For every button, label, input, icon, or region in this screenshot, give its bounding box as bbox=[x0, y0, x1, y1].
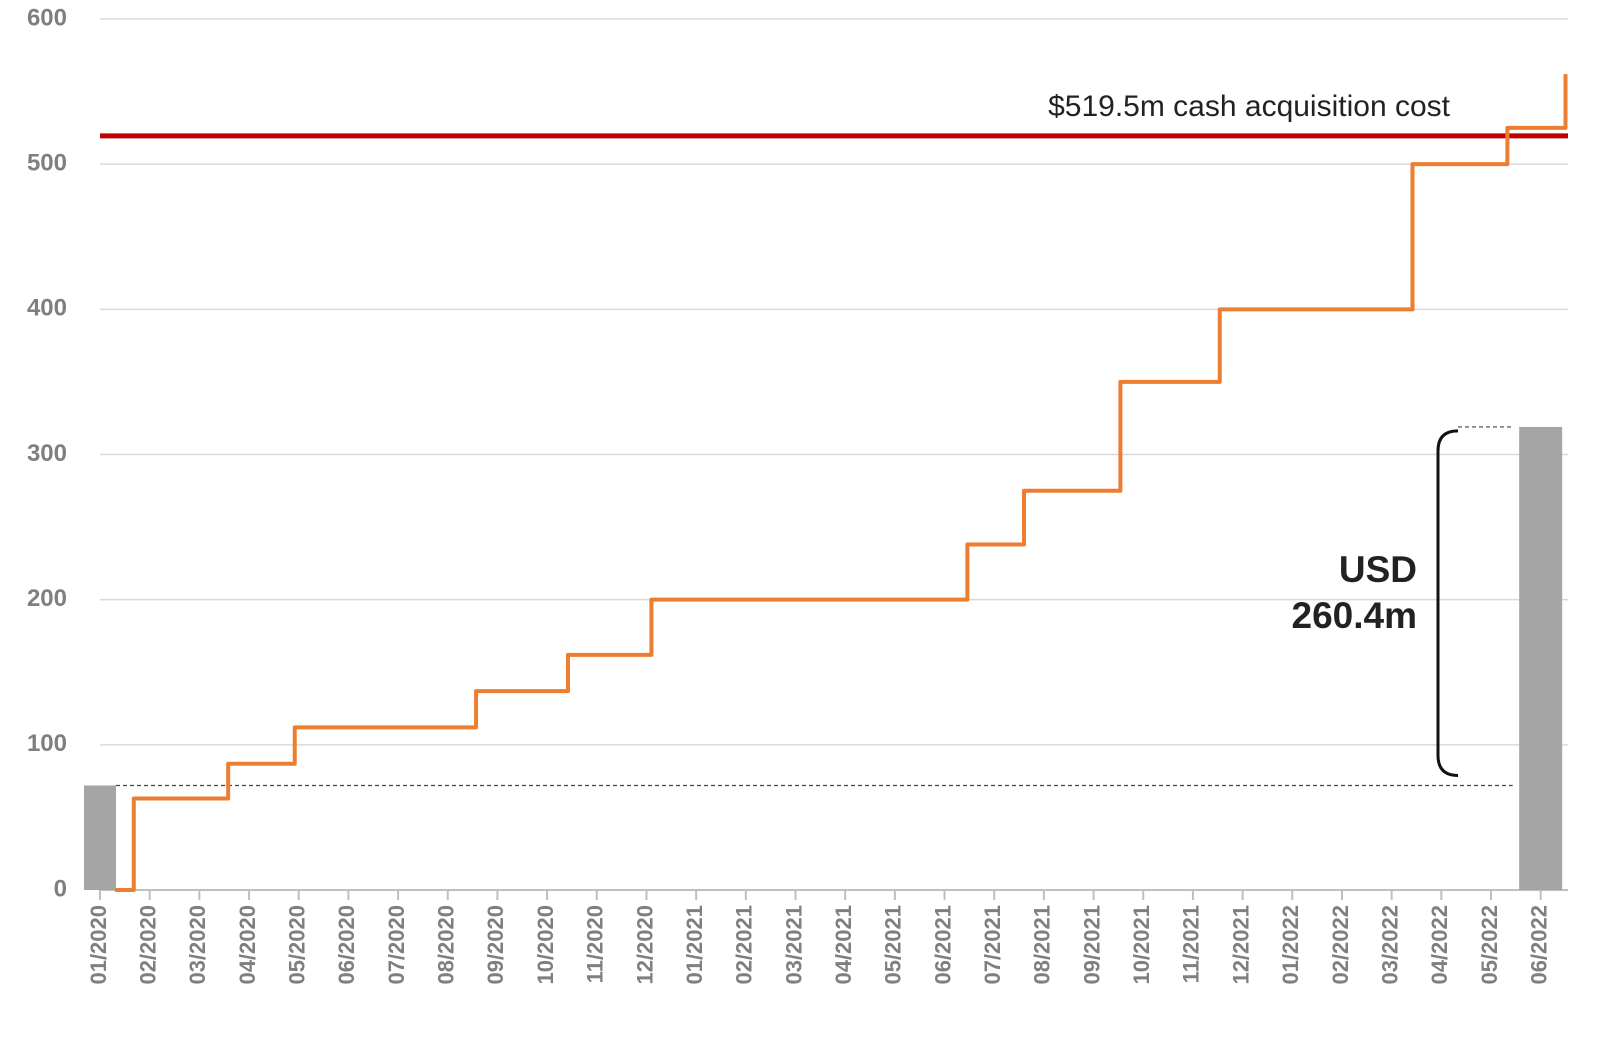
x-tick-label: 09/2021 bbox=[1079, 905, 1104, 985]
y-tick-label: 100 bbox=[27, 730, 67, 757]
y-tick-label: 600 bbox=[27, 4, 67, 31]
x-tick-label: 06/2022 bbox=[1526, 905, 1551, 985]
x-tick-label: 04/2022 bbox=[1427, 905, 1452, 985]
x-tick-label: 10/2021 bbox=[1129, 905, 1154, 985]
y-tick-label: 500 bbox=[27, 150, 67, 177]
x-tick-label: 04/2020 bbox=[235, 905, 260, 985]
x-tick-label: 02/2021 bbox=[732, 905, 757, 985]
x-tick-label: 05/2020 bbox=[285, 905, 310, 985]
x-tick-label: 10/2020 bbox=[533, 905, 558, 985]
annotation: USD bbox=[1339, 549, 1417, 590]
x-tick-label: 02/2020 bbox=[135, 905, 160, 985]
bar bbox=[1519, 426, 1563, 890]
x-tick-label: 11/2020 bbox=[583, 905, 608, 983]
x-tick-label: 03/2020 bbox=[185, 905, 210, 985]
y-tick-label: 400 bbox=[27, 295, 67, 322]
x-tick-label: 01/2021 bbox=[682, 905, 707, 985]
x-tick-label: 06/2021 bbox=[930, 905, 955, 985]
bar bbox=[84, 785, 116, 890]
x-tick-label: 01/2022 bbox=[1278, 905, 1303, 985]
x-tick-label: 01/2020 bbox=[86, 905, 111, 985]
y-tick-label: 200 bbox=[27, 585, 67, 612]
x-tick-label: 12/2021 bbox=[1228, 905, 1253, 985]
x-tick-label: 08/2020 bbox=[434, 905, 459, 985]
x-tick-label: 05/2022 bbox=[1477, 905, 1502, 985]
x-tick-label: 05/2021 bbox=[881, 905, 906, 985]
x-tick-label: 09/2020 bbox=[483, 905, 508, 985]
reference-label: $519.5m cash acquisition cost bbox=[1048, 90, 1451, 123]
y-tick-label: 300 bbox=[27, 440, 67, 467]
x-tick-label: 04/2021 bbox=[831, 905, 856, 985]
bracket bbox=[1436, 429, 1459, 777]
step-line bbox=[114, 74, 1568, 892]
x-tick-label: 03/2021 bbox=[781, 905, 806, 985]
x-tick-label: 07/2021 bbox=[980, 905, 1005, 985]
x-tick-label: 08/2021 bbox=[1030, 905, 1055, 985]
y-tick-label: 0 bbox=[54, 875, 67, 902]
x-tick-label: 11/2021 bbox=[1179, 905, 1204, 983]
x-tick-label: 07/2020 bbox=[384, 905, 409, 985]
x-tick-label: 12/2020 bbox=[632, 905, 657, 985]
annotation: 260.4m bbox=[1292, 595, 1418, 636]
x-tick-label: 06/2020 bbox=[334, 905, 359, 985]
x-tick-label: 02/2022 bbox=[1328, 905, 1353, 985]
x-tick-label: 03/2022 bbox=[1377, 905, 1402, 985]
